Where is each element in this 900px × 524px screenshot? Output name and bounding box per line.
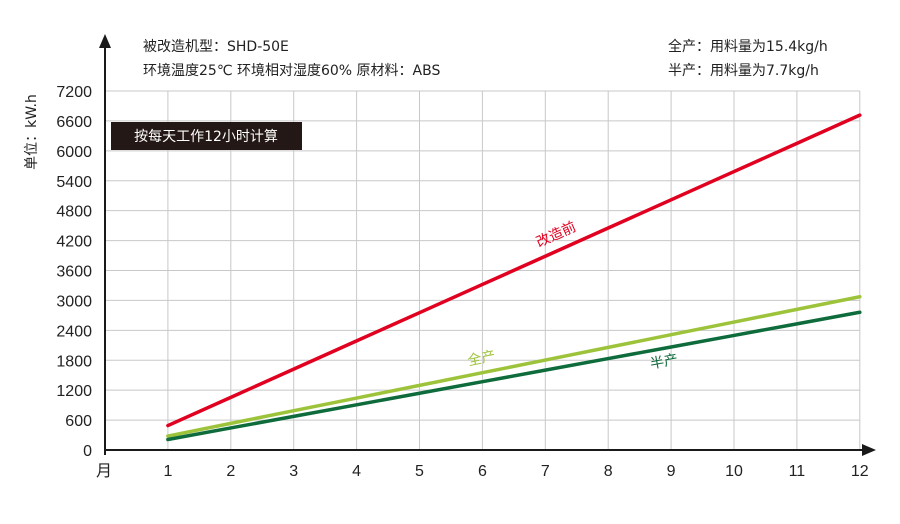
series-label: 半产 xyxy=(649,352,679,373)
x-tick-label: 12 xyxy=(851,463,869,480)
y-tick-label: 4800 xyxy=(56,204,92,221)
y-tick-label: 5400 xyxy=(56,174,92,191)
x-axis-label: 月 xyxy=(96,463,112,480)
x-tick-label: 11 xyxy=(789,463,806,480)
full-load-info: 全产：用料量为15.4kg/h xyxy=(668,38,828,55)
y-tick-label: 2400 xyxy=(56,323,92,340)
y-tick-label: 4200 xyxy=(56,234,92,251)
x-tick-label: 1 xyxy=(163,463,172,480)
y-axis-label: 单位：kW.h xyxy=(24,94,40,170)
series-line xyxy=(166,294,862,438)
y-tick-label: 0 xyxy=(83,443,92,460)
y-tick-label: 600 xyxy=(65,413,92,430)
x-tick-label: 5 xyxy=(415,463,424,480)
y-tick-label: 1200 xyxy=(56,383,92,400)
y-tick-label: 1800 xyxy=(56,353,92,370)
note-box xyxy=(111,122,302,150)
x-axis-arrow xyxy=(862,444,876,456)
y-tick-label: 6000 xyxy=(56,144,92,161)
half-load-info: 半产：用料量为7.7kg/h xyxy=(668,63,819,79)
series-lines xyxy=(166,113,862,442)
x-tick-label: 6 xyxy=(478,463,487,480)
y-tick-label: 7200 xyxy=(56,84,92,101)
x-tick-label: 10 xyxy=(725,463,743,480)
environment-info: 环境温度25℃ 环境相对湿度60% 原材料：ABS xyxy=(143,63,440,79)
y-axis-arrow xyxy=(99,34,111,48)
x-tick-label: 4 xyxy=(352,463,361,480)
series-line xyxy=(166,113,862,428)
y-tick-label: 3000 xyxy=(56,293,92,310)
x-tick-label: 8 xyxy=(604,463,613,480)
y-tick-label: 6600 xyxy=(56,114,92,131)
x-tick-label: 7 xyxy=(541,463,550,480)
series-line xyxy=(166,310,862,442)
y-tick-label: 3600 xyxy=(56,264,92,281)
axes xyxy=(99,34,876,456)
y-tick-labels: 0 600 1200 1800 2400 3000 3600 4200 4800 5400 6000… xyxy=(56,84,92,460)
x-tick-label: 3 xyxy=(289,463,298,480)
x-tick-labels: 1 2 3 4 5 6 7 8 9 10 11 12 xyxy=(163,463,868,480)
note-text: 按每天工作12小时计算 xyxy=(134,129,278,145)
grid xyxy=(105,90,861,450)
x-tick-label: 2 xyxy=(226,463,235,480)
x-tick-label: 9 xyxy=(667,463,676,480)
series-label: 全产 xyxy=(466,347,497,369)
model-info: 被改造机型：SHD-50E xyxy=(143,39,289,55)
